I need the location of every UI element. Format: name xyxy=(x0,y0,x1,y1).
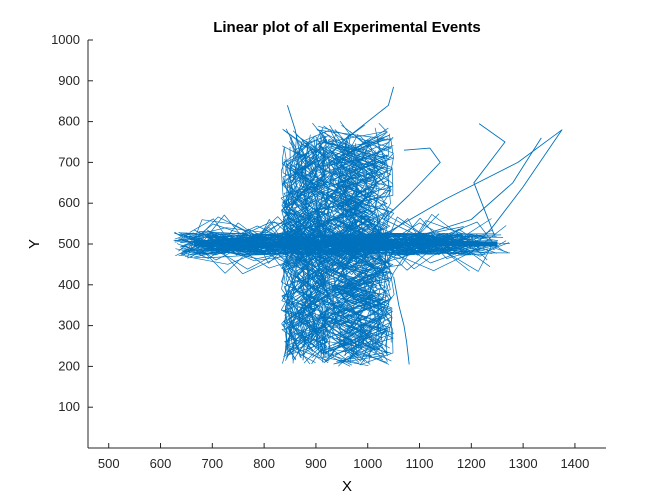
event-trace xyxy=(283,134,328,360)
event-trace xyxy=(322,133,394,367)
event-trace xyxy=(281,137,329,362)
y-tick-label: 400 xyxy=(58,277,80,292)
event-trace xyxy=(318,155,390,351)
x-tick-label: 1200 xyxy=(457,456,486,471)
y-tick-label: 700 xyxy=(58,154,80,169)
series-lines xyxy=(173,86,563,367)
event-trace xyxy=(194,242,498,246)
event-trace xyxy=(328,144,386,362)
event-trace xyxy=(324,127,389,357)
x-axis-label: X xyxy=(342,478,352,495)
event-trace xyxy=(315,130,381,356)
event-trace xyxy=(323,129,393,345)
event-trace xyxy=(319,132,388,352)
event-trace xyxy=(367,129,563,245)
y-tick-label: 800 xyxy=(58,114,80,129)
x-tick-label: 1100 xyxy=(406,456,434,471)
event-trace xyxy=(286,86,395,253)
event-trace xyxy=(184,233,458,253)
event-trace xyxy=(325,154,390,365)
x-tick-label: 800 xyxy=(253,456,275,471)
event-trace xyxy=(280,160,330,365)
event-trace xyxy=(316,146,388,356)
x-tick-label: 900 xyxy=(305,456,327,471)
event-trace xyxy=(473,123,506,236)
x-ticks: 500 600 700 800 900 1000 1100 1200 1300 1400 xyxy=(98,443,589,471)
y-tick-label: 200 xyxy=(58,358,80,373)
x-tick-label: 1400 xyxy=(560,456,589,471)
event-trace xyxy=(288,139,331,355)
event-trace xyxy=(367,137,542,245)
y-tick-label: 900 xyxy=(58,73,80,88)
y-axis-label: Y xyxy=(26,239,43,249)
event-trace xyxy=(282,155,323,361)
event-trace xyxy=(317,152,388,362)
event-trace xyxy=(174,229,510,259)
chart-title: Linear plot of all Experimental Events xyxy=(213,19,481,36)
x-tick-label: 1000 xyxy=(353,456,382,471)
event-trace xyxy=(319,139,392,363)
y-tick-label: 600 xyxy=(58,195,80,210)
event-trace xyxy=(316,145,394,350)
event-trace xyxy=(331,120,392,344)
y-ticks: 100 200 300 400 500 600 700 800 900 1000 xyxy=(51,32,93,414)
event-trace xyxy=(322,141,388,362)
y-tick-label: 1000 xyxy=(51,32,80,47)
event-trace xyxy=(281,122,327,361)
y-tick-label: 100 xyxy=(58,399,80,414)
event-trace xyxy=(323,125,386,356)
y-tick-label: 500 xyxy=(58,236,80,251)
event-trace xyxy=(299,243,309,361)
event-trace xyxy=(336,138,393,363)
x-tick-label: 600 xyxy=(150,456,172,471)
y-tick-label: 300 xyxy=(58,318,80,333)
event-trace xyxy=(282,146,326,346)
event-trace xyxy=(281,136,326,357)
x-tick-label: 500 xyxy=(98,456,120,471)
event-trace xyxy=(282,163,324,354)
event-trace xyxy=(393,276,410,365)
x-tick-label: 1300 xyxy=(509,456,538,471)
x-tick-label: 700 xyxy=(201,456,223,471)
event-trace xyxy=(382,147,441,220)
event-trace xyxy=(290,146,326,356)
